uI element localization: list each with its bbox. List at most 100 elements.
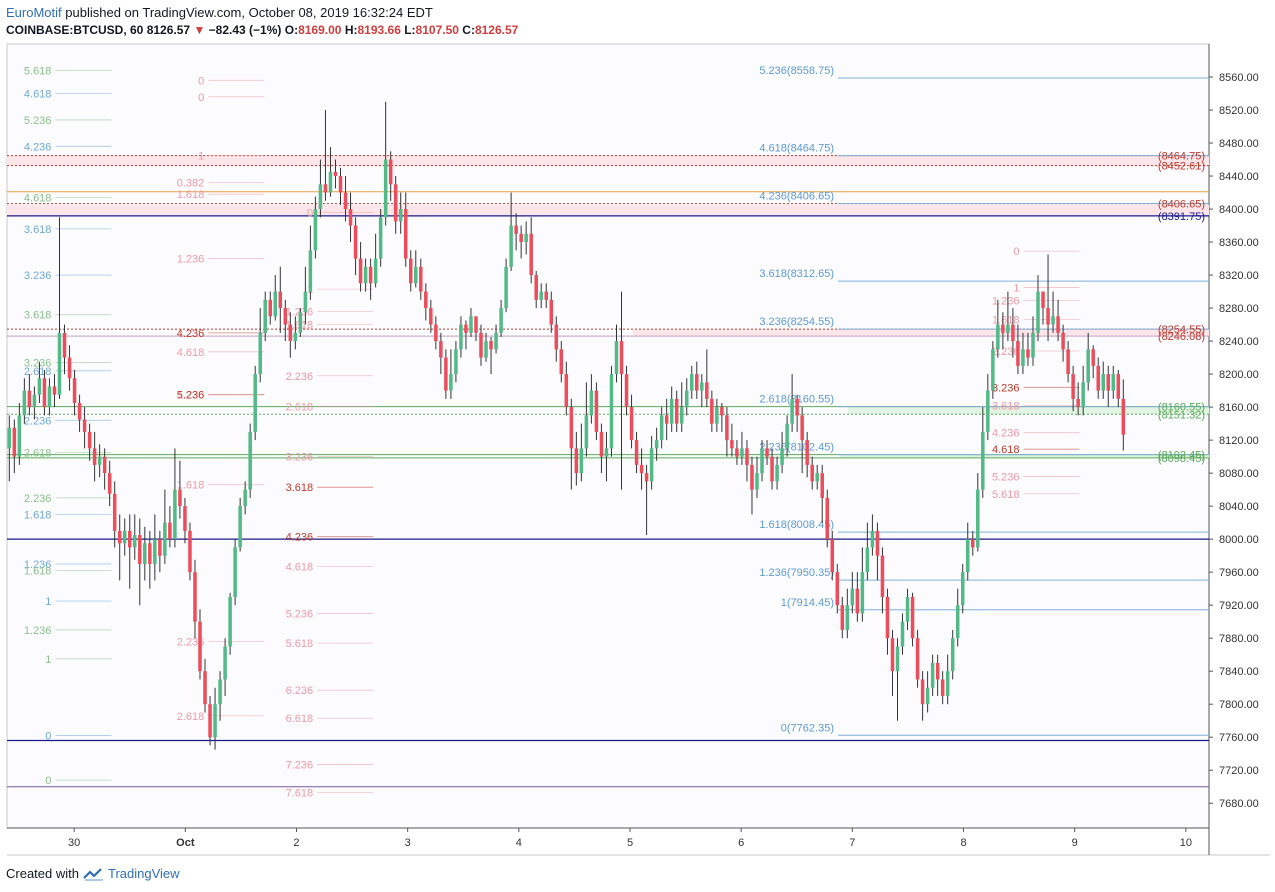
- candle-body: [930, 662, 935, 688]
- created-with-text: Created with: [6, 866, 79, 881]
- fib-extension-label: 5.236: [177, 390, 205, 402]
- fib-level-label: 4.618(8464.75): [759, 143, 834, 155]
- candle-body: [900, 621, 905, 647]
- candle-body: [614, 341, 619, 375]
- open-value: 8169.00: [298, 23, 342, 37]
- price-tick-label: 8480.00: [1219, 138, 1259, 150]
- candle-body: [885, 596, 890, 639]
- candle-body: [1081, 382, 1085, 408]
- candle-body: [850, 588, 855, 606]
- candle-body: [213, 704, 217, 738]
- candle-body: [790, 398, 794, 424]
- fib-extension-label: 3.618: [992, 400, 1020, 412]
- fib-extension-label: 5.236: [24, 115, 52, 127]
- candle-body: [398, 209, 403, 222]
- high-value: 8193.66: [357, 23, 401, 37]
- candle-body: [489, 341, 493, 350]
- candle-body: [945, 671, 950, 696]
- candle-body: [981, 431, 985, 490]
- candle-body: [1121, 398, 1126, 435]
- candle-body: [654, 440, 659, 449]
- fib-extension-label: 2.618: [24, 448, 52, 460]
- candle-body: [524, 233, 528, 243]
- fib-level-label: 2.236(8102.45): [759, 442, 834, 454]
- candle-body: [223, 646, 227, 680]
- candle-body: [815, 473, 819, 482]
- candle-body: [494, 332, 498, 350]
- candle-body: [97, 456, 102, 465]
- candle-body: [393, 184, 398, 222]
- candle-body: [173, 489, 177, 540]
- candle-body: [378, 217, 383, 259]
- candle-body: [855, 588, 860, 614]
- candle-body: [42, 378, 47, 408]
- candle-body: [414, 266, 418, 284]
- candle-body: [32, 394, 37, 408]
- candle-body: [910, 596, 915, 639]
- candle-body: [363, 266, 368, 284]
- fib-level-label: 5.236(8558.75): [759, 65, 834, 77]
- last-price: 8126.57: [146, 23, 191, 37]
- candle-body: [544, 291, 548, 300]
- candle-body: [1021, 349, 1025, 366]
- fib-extension-label: 4.618: [177, 347, 205, 359]
- fib-level-label: 1.618(8008.45): [759, 519, 834, 531]
- tradingview-logo-icon: [83, 867, 103, 881]
- fib-extension-label: 1: [198, 150, 204, 162]
- candle-body: [1061, 332, 1065, 350]
- fib-extension-label: 2.236: [177, 636, 205, 648]
- fib-extension-label: 2.618: [177, 711, 205, 723]
- candle-body: [825, 497, 830, 540]
- candle-body: [725, 415, 729, 441]
- candle-body: [519, 233, 523, 243]
- candle-body: [1096, 365, 1100, 391]
- fib-extension-label: 1: [45, 596, 51, 608]
- candle-body: [745, 448, 749, 465]
- fib-extension-label: 1.236: [177, 254, 205, 266]
- fib-level-label: 0(7762.35): [781, 722, 834, 734]
- candle-body: [163, 522, 167, 556]
- candle-body: [258, 332, 262, 375]
- candle-body: [127, 530, 132, 548]
- time-tick-label: 10: [1180, 837, 1192, 849]
- resistance-band: [633, 329, 1209, 337]
- fib-extension-label: 5.618: [24, 65, 52, 77]
- fib-extension-label: 1.236: [24, 625, 52, 637]
- fib-extension-label: 4.236: [177, 328, 205, 340]
- candle-body: [303, 291, 308, 313]
- candle-body: [599, 431, 604, 457]
- symbol-name[interactable]: COINBASE:BTCUSD, 60: [6, 23, 144, 37]
- price-tick-label: 7800.00: [1219, 699, 1259, 711]
- candle-body: [950, 638, 955, 672]
- fib-extension-label: 5.236: [992, 471, 1020, 483]
- candle-body: [323, 184, 328, 193]
- fib-extension-label: 4.618: [24, 89, 52, 101]
- fib-extension-label: 0: [45, 775, 51, 787]
- level-price-label: (8151.32): [1158, 409, 1205, 421]
- resistance-band: [7, 155, 1209, 167]
- candle-body: [358, 258, 363, 284]
- candle-body: [233, 547, 237, 597]
- candle-body: [705, 382, 709, 399]
- candle-body: [940, 679, 945, 696]
- candle-body: [920, 679, 925, 705]
- level-price-label: (8254.55): [1158, 324, 1205, 336]
- fib-level-label: 3.236(8254.55): [759, 316, 834, 328]
- candle-body: [439, 341, 443, 358]
- candle-body: [1116, 374, 1121, 399]
- author-link[interactable]: EuroMotif: [6, 5, 62, 20]
- candle-body: [253, 374, 257, 432]
- candle-body: [158, 539, 162, 556]
- tradingview-link[interactable]: TradingView: [83, 866, 180, 881]
- candle-body: [112, 493, 117, 531]
- candle-body: [198, 621, 202, 672]
- level-price-label: (8452.61): [1158, 161, 1205, 173]
- candle-body: [293, 332, 298, 342]
- fib-extension-label: 6.618: [286, 713, 314, 725]
- candle-body: [419, 266, 423, 292]
- fib-extension-label: 2.236: [286, 371, 314, 383]
- fib-level-label: 1.236(7950.35): [759, 567, 834, 579]
- time-tick-label: 30: [68, 837, 80, 849]
- price-tick-label: 7920.00: [1219, 600, 1259, 612]
